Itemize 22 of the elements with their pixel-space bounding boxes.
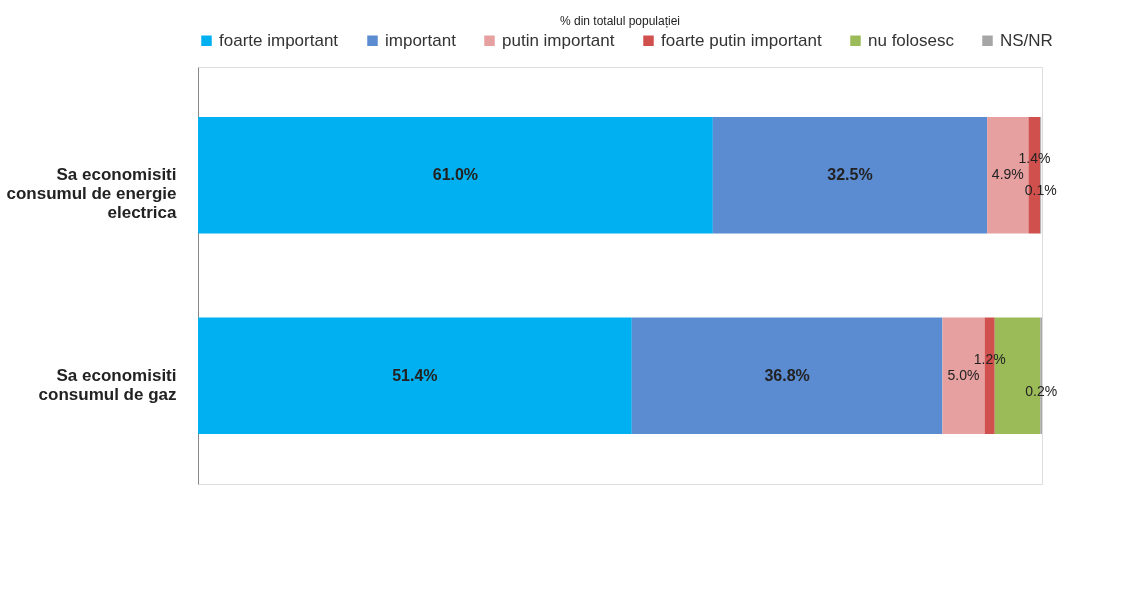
legend-label: nu folosesc [868,30,955,50]
legend-label: foarte important [219,30,339,50]
data-label: 61.0% [432,166,479,184]
data-label: 36.8% [764,366,810,384]
y-tick-label: Sa economisiti consumul de gaz [38,365,177,404]
legend-label: NS/NR [1000,30,1053,50]
chart-title: % din totalul populației [559,14,681,28]
data-label: 1.2% [973,350,1006,367]
legend-label: important [385,30,457,50]
data-label: 32.5% [827,166,873,184]
data-label: 5.0% [947,366,980,383]
bar [198,317,632,434]
legend-label: putin important [502,30,615,50]
y-tick-label: Sa economisiti consumul de energie electrica [6,165,178,223]
bar [712,117,988,234]
data-label: 1.4% [1018,150,1051,167]
data-label: 51.4% [392,366,438,384]
bar [631,317,943,434]
data-label: 4.9% [991,166,1024,183]
bar [198,117,713,234]
legend-label: foarte putin important [661,30,822,50]
data-label: 0.2% [1025,382,1058,399]
